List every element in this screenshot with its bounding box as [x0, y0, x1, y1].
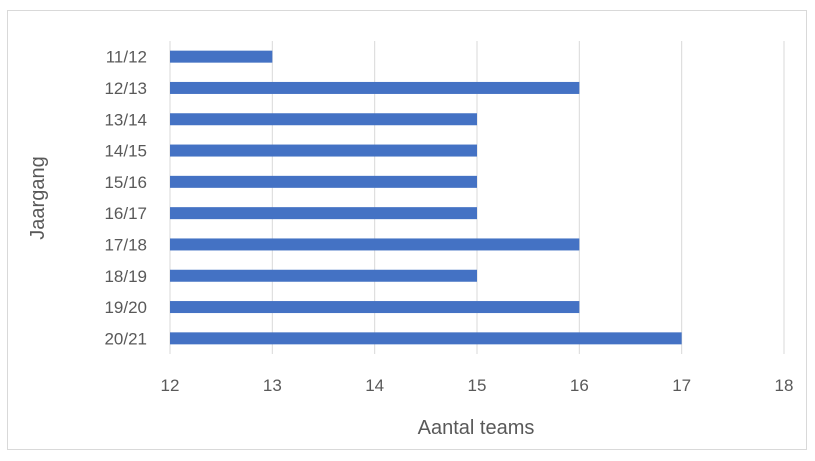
bar-18-19 [170, 269, 477, 282]
bar-14-15 [170, 144, 477, 157]
y-tick-label: 16/17 [104, 204, 147, 223]
y-tick-label: 13/14 [104, 110, 147, 129]
y-tick-labels: 11/12 12/13 13/14 14/15 15/16 16/17 17/18 18/19… [104, 48, 147, 349]
y-tick-label: 11/12 [106, 48, 147, 67]
y-tick-label: 18/19 [104, 267, 147, 286]
y-tick-label: 20/21 [104, 329, 147, 348]
bar-11-12 [170, 50, 273, 63]
y-tick-label: 12/13 [104, 79, 147, 98]
x-tick-label: 15 [468, 376, 487, 395]
x-tick-label: 12 [161, 376, 180, 395]
y-tick-label: 15/16 [104, 173, 147, 192]
x-tick-labels: 12 13 14 15 16 17 18 [161, 376, 794, 395]
y-tick-label: 19/20 [104, 298, 147, 317]
bar-19-20 [170, 301, 580, 314]
bars [170, 50, 682, 345]
x-tick-label: 13 [263, 376, 282, 395]
x-tick-label: 16 [570, 376, 589, 395]
bar-17-18 [170, 238, 580, 251]
bar-20-21 [170, 332, 682, 345]
bar-15-16 [170, 175, 477, 188]
bar-13-14 [170, 113, 477, 126]
x-axis-title: Aantal teams [418, 417, 535, 439]
x-tick-label: 14 [365, 376, 384, 395]
y-tick-label: 17/18 [104, 235, 147, 254]
bar-12-13 [170, 81, 580, 94]
x-tick-label: 18 [775, 376, 794, 395]
y-tick-label: 14/15 [104, 142, 147, 161]
x-tick-label: 17 [672, 376, 691, 395]
bar-16-17 [170, 207, 477, 220]
y-axis-title: Jaargang [27, 156, 49, 239]
